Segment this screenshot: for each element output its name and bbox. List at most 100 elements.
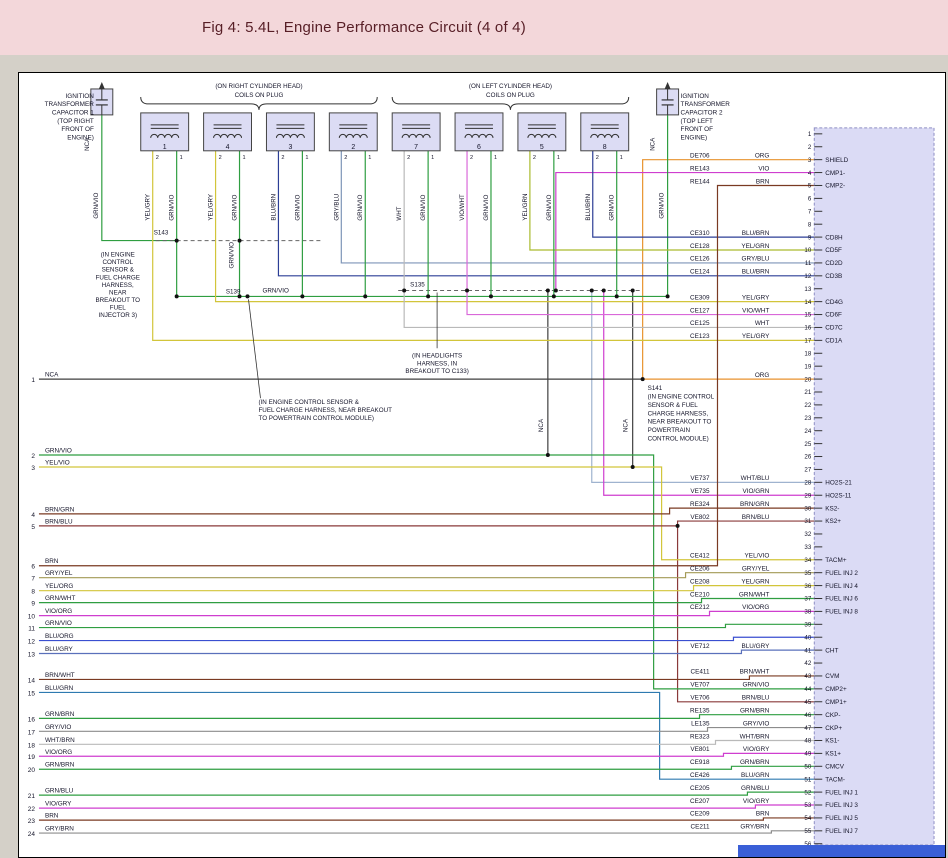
svg-text:2: 2: [31, 453, 35, 460]
svg-text:GRN/VIO: GRN/VIO: [483, 194, 490, 220]
svg-text:24: 24: [28, 831, 36, 838]
svg-text:CE212: CE212: [690, 604, 710, 611]
svg-text:11: 11: [28, 626, 35, 633]
svg-text:3: 3: [288, 144, 292, 151]
svg-text:56: 56: [804, 841, 811, 848]
svg-text:GRY/BRN: GRY/BRN: [45, 826, 74, 833]
svg-text:GRN/VIO: GRN/VIO: [232, 194, 239, 220]
svg-text:2: 2: [351, 144, 355, 151]
svg-text:CONTROL MODULE): CONTROL MODULE): [648, 435, 709, 442]
svg-text:VIO/ORG: VIO/ORG: [742, 604, 769, 611]
svg-text:POWERTRAIN: POWERTRAIN: [648, 427, 691, 434]
svg-text:VIO/GRN: VIO/GRN: [742, 488, 769, 495]
svg-text:53: 53: [804, 802, 811, 809]
svg-text:YEL/VIO: YEL/VIO: [745, 553, 770, 560]
svg-text:GRN/VIO: GRN/VIO: [357, 194, 364, 220]
svg-text:52: 52: [804, 789, 811, 796]
svg-text:22: 22: [28, 806, 36, 813]
svg-text:WHT/BRN: WHT/BRN: [740, 733, 770, 740]
svg-text:7: 7: [414, 144, 418, 151]
svg-text:CD5F: CD5F: [825, 247, 842, 254]
svg-text:5: 5: [808, 183, 812, 190]
svg-text:FUEL INJ 2: FUEL INJ 2: [825, 570, 858, 577]
svg-text:YEL/GRY: YEL/GRY: [742, 294, 770, 301]
svg-text:TACM+: TACM+: [825, 557, 847, 564]
svg-text:NCA: NCA: [538, 418, 545, 432]
svg-text:BRN/WHT: BRN/WHT: [740, 669, 770, 676]
svg-text:ORG: ORG: [755, 152, 770, 159]
svg-text:CVM: CVM: [825, 673, 839, 680]
svg-text:2: 2: [344, 155, 347, 161]
svg-text:9: 9: [31, 601, 35, 608]
svg-text:3: 3: [808, 157, 812, 164]
svg-text:1: 1: [808, 131, 812, 138]
svg-text:41: 41: [804, 647, 811, 654]
svg-text:44: 44: [804, 686, 811, 693]
svg-text:GRN/VIO: GRN/VIO: [659, 192, 666, 218]
svg-text:22: 22: [804, 402, 811, 409]
svg-text:CE310: CE310: [690, 230, 710, 237]
svg-text:KS1-: KS1-: [825, 738, 839, 745]
svg-text:RE323: RE323: [690, 733, 710, 740]
svg-text:CAPACITOR 2: CAPACITOR 2: [681, 109, 723, 116]
svg-text:47: 47: [804, 725, 811, 732]
svg-text:23: 23: [804, 415, 811, 422]
svg-text:(ON RIGHT CYLINDER HEAD): (ON RIGHT CYLINDER HEAD): [215, 83, 302, 90]
svg-text:GRN/BRN: GRN/BRN: [740, 759, 770, 766]
svg-text:GRN/VIO: GRN/VIO: [294, 194, 301, 220]
svg-text:VE737: VE737: [690, 475, 710, 482]
svg-text:GRN/BRN: GRN/BRN: [45, 762, 75, 769]
svg-text:17: 17: [804, 338, 811, 345]
svg-text:BRN/GRN: BRN/GRN: [740, 501, 770, 508]
svg-text:BRN/BLU: BRN/BLU: [742, 695, 770, 702]
svg-text:21: 21: [804, 389, 811, 396]
svg-text:RE324: RE324: [690, 501, 710, 508]
svg-text:GRY/BLU: GRY/BLU: [741, 256, 769, 263]
title-bar: Fig 4: 5.4L, Engine Performance Circuit …: [0, 0, 948, 55]
svg-text:FUEL CHARGE HARNESS, NEAR BREA: FUEL CHARGE HARNESS, NEAR BREAKOUT: [258, 407, 392, 414]
svg-text:26: 26: [804, 454, 811, 461]
svg-text:GRY/VIO: GRY/VIO: [45, 724, 71, 731]
figure-title: Fig 4: 5.4L, Engine Performance Circuit …: [202, 19, 526, 36]
svg-text:GRN/BRN: GRN/BRN: [740, 707, 770, 714]
svg-text:GRY/YEL: GRY/YEL: [742, 565, 770, 572]
svg-text:BRN: BRN: [45, 558, 59, 565]
svg-text:7: 7: [31, 576, 35, 583]
svg-text:HARNESS, IN: HARNESS, IN: [417, 360, 458, 367]
svg-text:GRN/VIO: GRN/VIO: [93, 192, 100, 218]
svg-text:49: 49: [804, 751, 811, 758]
svg-text:5: 5: [540, 144, 544, 151]
svg-text:17: 17: [28, 729, 36, 736]
svg-text:BREAKOUT TO C133): BREAKOUT TO C133): [405, 368, 468, 375]
svg-text:RE135: RE135: [690, 707, 710, 714]
wires: [38, 114, 815, 834]
svg-text:2: 2: [156, 155, 159, 161]
svg-text:FRONT OF: FRONT OF: [61, 126, 94, 133]
svg-text:(TOP RIGHT: (TOP RIGHT: [57, 118, 94, 125]
svg-text:19: 19: [28, 754, 36, 761]
scrollbar-thumb[interactable]: [738, 845, 945, 857]
svg-text:TRANSFORMER: TRANSFORMER: [45, 101, 95, 108]
svg-text:(ON LEFT CYLINDER HEAD): (ON LEFT CYLINDER HEAD): [469, 83, 552, 90]
svg-text:ORG: ORG: [755, 372, 770, 379]
svg-text:ENGINE): ENGINE): [67, 134, 94, 141]
svg-text:CD3B: CD3B: [825, 273, 842, 280]
svg-text:CMP2-: CMP2-: [825, 183, 845, 190]
svg-text:24: 24: [804, 428, 811, 435]
svg-text:5: 5: [31, 524, 35, 531]
svg-text:40: 40: [804, 634, 811, 641]
svg-text:15: 15: [28, 690, 36, 697]
svg-text:CE125: CE125: [690, 320, 710, 327]
svg-text:10: 10: [28, 614, 36, 621]
svg-text:1: 1: [431, 155, 434, 161]
svg-text:IGNITION: IGNITION: [65, 93, 94, 100]
svg-text:SHIELD: SHIELD: [825, 157, 848, 164]
svg-text:VIO: VIO: [758, 165, 769, 172]
svg-text:GRN/VIO: GRN/VIO: [229, 242, 236, 269]
svg-text:FRONT OF: FRONT OF: [681, 126, 714, 133]
svg-text:CKP+: CKP+: [825, 725, 842, 732]
svg-text:CE205: CE205: [690, 785, 710, 792]
svg-text:NEAR: NEAR: [109, 289, 127, 296]
